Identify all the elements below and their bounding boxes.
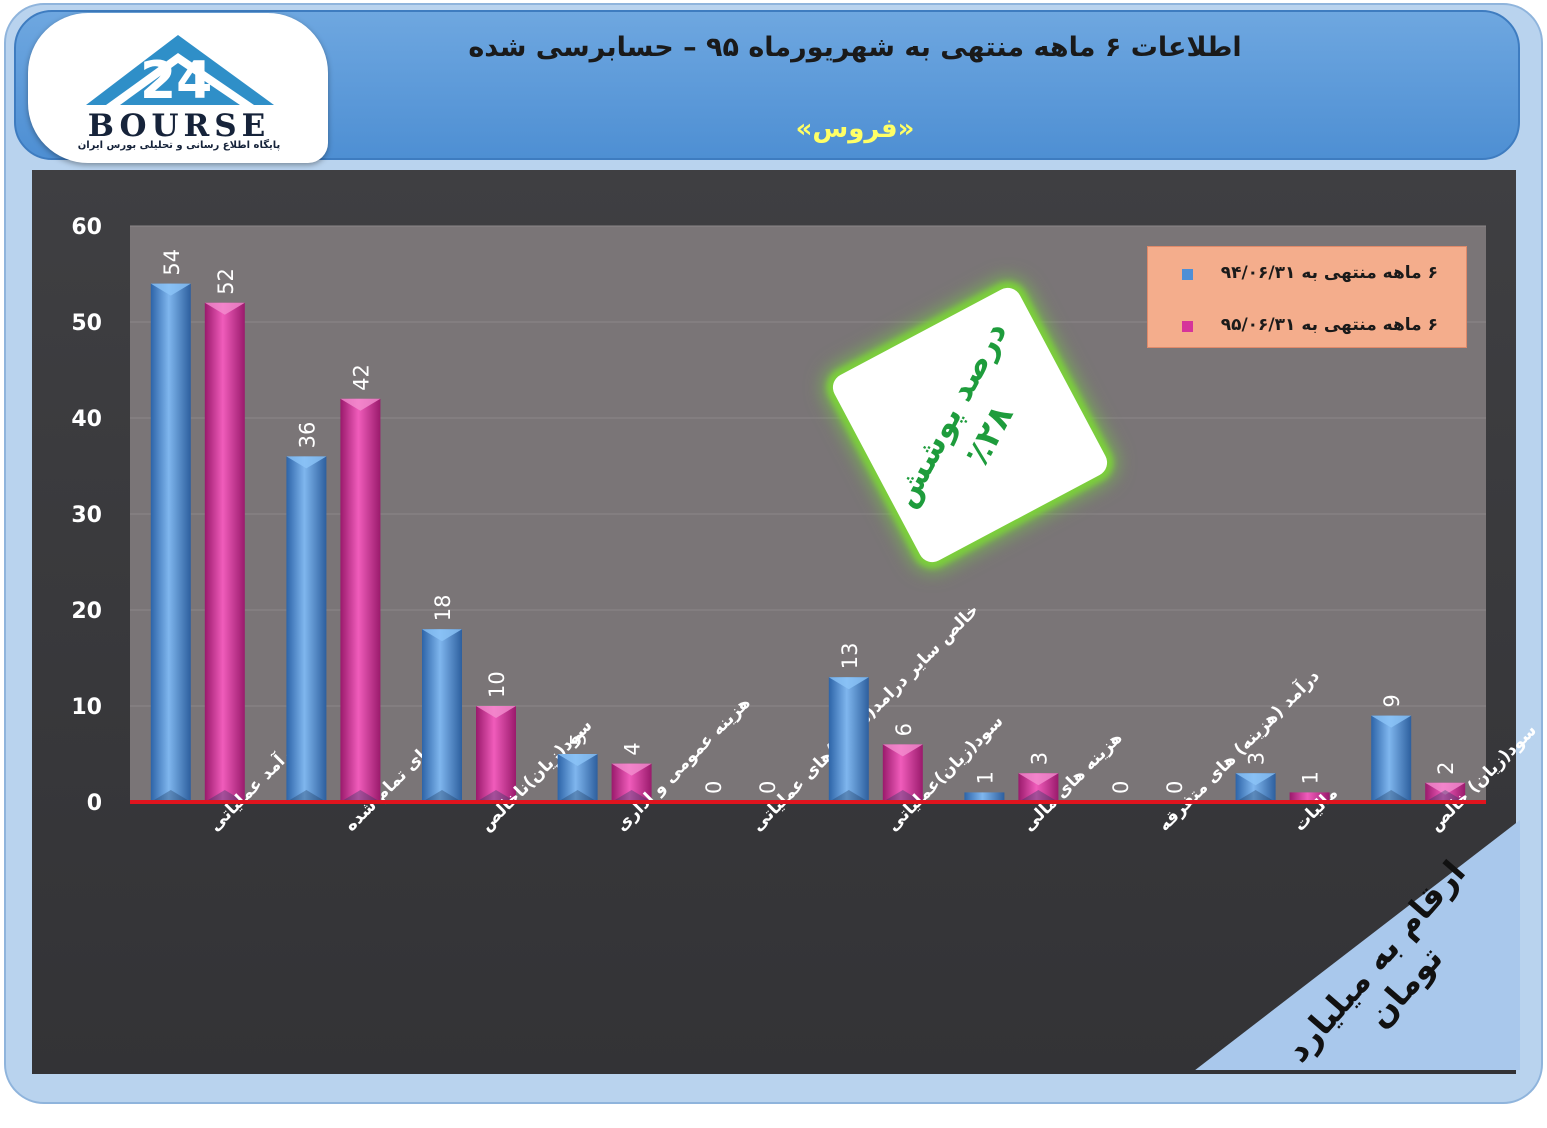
data-label: 36 <box>295 422 319 449</box>
bottom-strip <box>32 1074 1516 1080</box>
bar-cap-2 <box>1425 782 1466 795</box>
bar-cap-1 <box>150 283 191 296</box>
data-label: 9 <box>1380 694 1404 707</box>
bar-cap-2 <box>340 398 381 411</box>
bar-base-1 <box>557 790 598 802</box>
bar-1 <box>828 677 869 802</box>
bar-cap-1 <box>557 754 598 766</box>
bar-2 <box>476 706 516 802</box>
bar-cap-1 <box>1235 773 1276 786</box>
data-label: 3 <box>1027 752 1051 765</box>
bar-cap-1 <box>286 456 327 469</box>
data-label: 3 <box>1245 752 1269 765</box>
bar-1 <box>964 792 1005 802</box>
data-label: 52 <box>214 268 238 295</box>
chart-legend: ۶ ماهه منتهی به ۹۴/۰۶/۳۱ ۶ ماهه منتهی به… <box>1147 246 1467 348</box>
bar-1 <box>150 283 191 803</box>
data-label: 0 <box>756 781 780 794</box>
bar-1 <box>1371 715 1412 802</box>
bar-base-2 <box>1425 790 1466 802</box>
y-tick-label: 20 <box>71 599 102 624</box>
data-label: 0 <box>1163 781 1187 794</box>
y-tick-label: 30 <box>71 503 102 528</box>
bar-base-1 <box>828 790 869 802</box>
bar-base-2 <box>476 790 516 802</box>
data-label: 5 <box>567 733 591 746</box>
bar-cap-2 <box>1018 773 1059 786</box>
data-label: 2 <box>1434 761 1458 774</box>
data-label: 42 <box>349 364 373 391</box>
data-label: 4 <box>621 742 645 755</box>
bar-cap-2 <box>204 302 245 315</box>
legend-swatch-2 <box>1182 321 1193 332</box>
data-label: 0 <box>702 781 726 794</box>
units-corner <box>1195 820 1520 1070</box>
logo-subtitle: پایگاه اطلاع رسانی و تحلیلی بورس ایران <box>77 140 281 151</box>
bar-cap-1 <box>422 629 462 642</box>
logo-graphic <box>86 35 274 105</box>
y-tick-label: 10 <box>71 695 102 720</box>
data-label: 1 <box>973 771 997 784</box>
data-label: 6 <box>892 723 916 736</box>
bar-base-2 <box>1018 790 1059 802</box>
y-tick-label: 50 <box>71 311 102 336</box>
legend-entry-1: ۶ ماهه منتهی به ۹۴/۰۶/۳۱ <box>1220 263 1438 283</box>
bar-cap-1 <box>828 677 869 690</box>
bar-base-2 <box>611 790 652 802</box>
logo-text: BOURSE <box>87 108 271 144</box>
data-label: 18 <box>431 594 455 621</box>
data-label: 0 <box>1109 781 1133 794</box>
bar-2 <box>340 398 381 802</box>
data-label: 1 <box>1299 771 1323 784</box>
bar-cap-1 <box>1371 715 1412 728</box>
legend-entry-2: ۶ ماهه منتهی به ۹۵/۰۶/۳۱ <box>1220 315 1438 335</box>
bar-base-2 <box>340 790 381 802</box>
bar-base-2 <box>882 790 923 802</box>
bar-2 <box>204 302 245 802</box>
data-label: 10 <box>485 671 509 698</box>
bar-1 <box>286 456 327 802</box>
y-tick-label: 0 <box>87 791 102 816</box>
page-subtitle: «فروس» <box>795 114 915 144</box>
bar-base-1 <box>422 790 462 802</box>
logo-number: 24 <box>140 51 213 111</box>
bar-1 <box>422 629 462 802</box>
bar-cap-2 <box>882 744 923 757</box>
page-title: اطلاعات ۶ ماهه منتهی به شهریورماه ۹۵ – ح… <box>468 32 1242 63</box>
bar-base-1 <box>1371 790 1412 802</box>
bar-base-1 <box>1235 790 1276 802</box>
bar-base-1 <box>150 790 191 802</box>
bar-cap-2 <box>476 706 516 718</box>
bar-base-2 <box>204 790 245 802</box>
data-label: 54 <box>160 249 184 276</box>
y-tick-label: 60 <box>71 215 102 240</box>
bar-2 <box>1289 792 1330 802</box>
bar-cap-2 <box>611 763 652 776</box>
y-tick-label: 40 <box>71 407 102 432</box>
logo: 24 <box>28 13 328 163</box>
data-label: 13 <box>838 642 862 669</box>
legend-swatch-1 <box>1182 269 1193 280</box>
bar-base-1 <box>286 790 327 802</box>
